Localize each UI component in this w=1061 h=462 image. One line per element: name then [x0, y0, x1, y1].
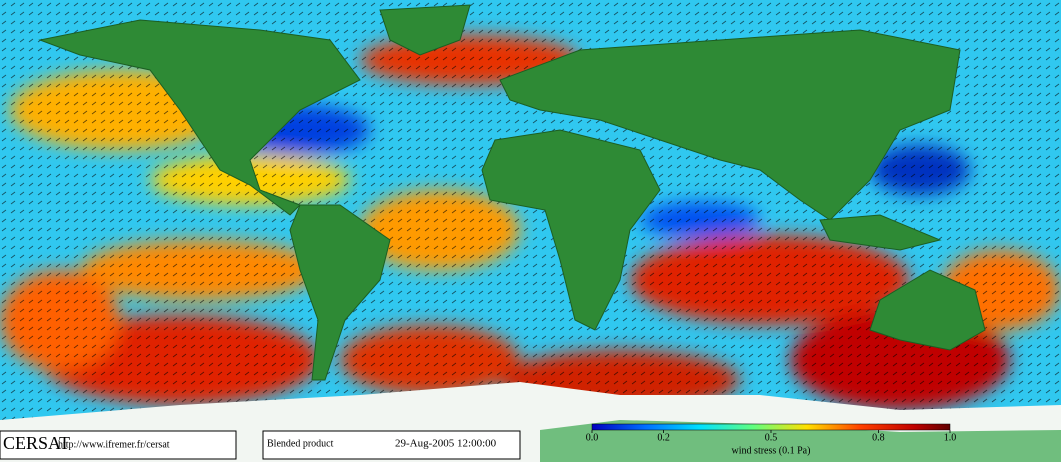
colorbar-tick-label: 0.2: [657, 432, 670, 443]
colorbar-tick-label: 1.0: [944, 432, 957, 443]
colorbar-group: wind stress (0.1 Pa) 0.0 0.2 0.5 0.8 1.0: [586, 423, 957, 456]
footer-box-right: [262, 430, 521, 460]
colorbar-label: wind stress (0.1 Pa): [732, 445, 811, 456]
colorbar: [591, 423, 951, 431]
colorbar-tick-label: 0.5: [765, 432, 778, 443]
footer-box-left: [0, 430, 237, 460]
antarctica-terrain: [540, 420, 1061, 462]
colorbar-tick-label: 0.8: [872, 432, 885, 443]
product: Blended product: [267, 438, 334, 449]
logo: CERSAT: [3, 433, 70, 453]
date: 29-Aug-2005 12:00:00: [395, 438, 497, 450]
colorbar-tick-label: 0.0: [586, 432, 599, 443]
url: http://www.ifremer.fr/cersat: [58, 439, 170, 450]
land: [38, 4, 986, 381]
